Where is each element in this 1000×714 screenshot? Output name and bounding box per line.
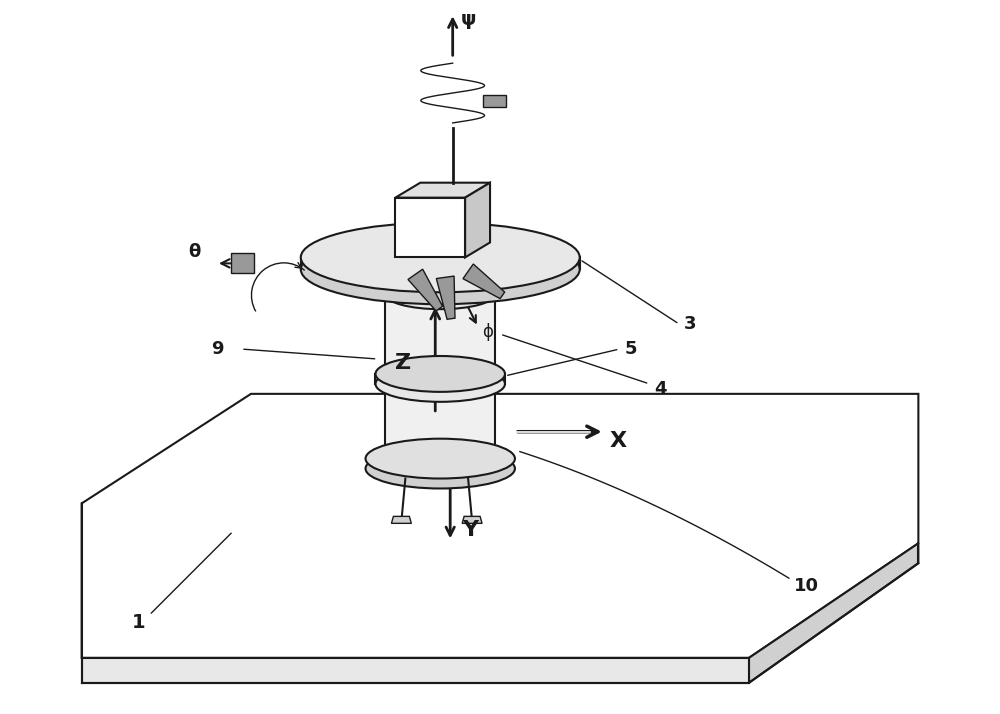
- Polygon shape: [436, 276, 455, 319]
- Polygon shape: [483, 95, 506, 107]
- Text: 4: 4: [654, 380, 667, 398]
- Text: ϕ: ϕ: [482, 323, 493, 341]
- Text: θ: θ: [188, 243, 200, 261]
- Ellipse shape: [301, 234, 580, 304]
- Text: 3: 3: [684, 315, 697, 333]
- Text: 1: 1: [131, 613, 145, 632]
- Text: Y: Y: [462, 521, 478, 540]
- Polygon shape: [82, 394, 918, 658]
- Polygon shape: [749, 543, 918, 683]
- Polygon shape: [408, 269, 443, 311]
- Ellipse shape: [375, 366, 505, 402]
- Polygon shape: [465, 183, 490, 257]
- Text: 5: 5: [625, 340, 637, 358]
- Ellipse shape: [385, 443, 495, 473]
- Ellipse shape: [366, 448, 515, 488]
- Polygon shape: [395, 198, 465, 257]
- Polygon shape: [391, 516, 411, 523]
- Polygon shape: [462, 516, 482, 523]
- Text: Z: Z: [395, 353, 412, 373]
- Polygon shape: [385, 294, 495, 458]
- Polygon shape: [231, 253, 254, 273]
- Text: ψ: ψ: [461, 10, 476, 29]
- Ellipse shape: [301, 223, 580, 292]
- Ellipse shape: [375, 356, 505, 392]
- Text: 10: 10: [794, 577, 819, 595]
- Ellipse shape: [385, 279, 495, 309]
- Polygon shape: [82, 658, 749, 683]
- Polygon shape: [395, 183, 490, 198]
- Text: X: X: [610, 431, 627, 451]
- Ellipse shape: [366, 438, 515, 478]
- Polygon shape: [463, 264, 505, 298]
- Text: 9: 9: [211, 340, 224, 358]
